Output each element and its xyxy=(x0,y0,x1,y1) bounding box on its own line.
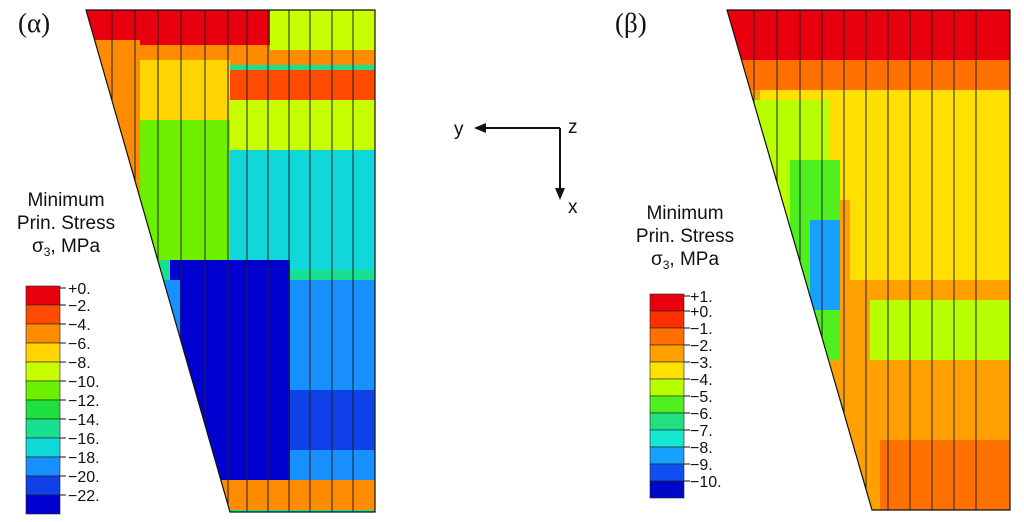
colorbar-alpha-swatch xyxy=(25,437,61,458)
colorbar-beta-tick-label: −7. xyxy=(690,423,713,440)
colorbar-beta-tick-label: −5. xyxy=(690,389,713,406)
colorbar-beta-tick-label: −4. xyxy=(690,372,713,389)
colorbar-beta-tick-label: −9. xyxy=(690,457,713,474)
colorbar-beta-swatch xyxy=(649,378,685,397)
colorbar-alpha-tick-label: −2. xyxy=(68,298,91,315)
colorbar-beta-swatch xyxy=(649,344,685,363)
colorbar-beta: +1.+0.−1.−2.−3.−4.−5.−6.−7.−8.−9.−10. xyxy=(649,289,722,499)
colorbar-beta-tick-label: +1. xyxy=(690,289,713,306)
colorbar-beta-swatch xyxy=(649,429,685,448)
colorbar-alpha-tick-label: −18. xyxy=(68,450,100,467)
colorbar-alpha-swatch xyxy=(25,418,61,439)
colorbar-alpha-tick-label: −12. xyxy=(68,393,100,410)
colorbar-beta-swatch xyxy=(649,463,685,482)
colorbar-alpha-tick-label: −4. xyxy=(68,317,91,334)
colorbar-alpha-swatch xyxy=(25,380,61,401)
colorbar-alpha-swatch xyxy=(25,304,61,325)
colorbar-alpha-tick-label: +0. xyxy=(68,281,91,298)
legend-title-alpha: Minimum Prin. Stress σ3, MPa xyxy=(16,190,116,259)
colorbar-beta-tick-label: −6. xyxy=(690,406,713,423)
colorbar-alpha-swatch xyxy=(25,475,61,496)
colorbar-beta-swatch xyxy=(649,480,685,499)
colorbar-alpha: +0.−2. −4. −6. −8. −10. −12. −14. −16. −18. −20. −… xyxy=(25,281,100,515)
colorbar-beta-tick-label: −1. xyxy=(690,321,713,338)
colorbar-alpha-tick-label: −10. xyxy=(68,374,100,391)
colorbar-alpha-swatch xyxy=(25,399,61,420)
colorbar-alpha-swatch xyxy=(25,494,61,515)
axis-triad xyxy=(474,123,565,200)
colorbar-alpha-tick-label: −20. xyxy=(68,469,100,486)
colorbar-beta-swatch xyxy=(649,327,685,346)
colorbar-beta-swatch xyxy=(649,310,685,329)
panel-label-beta: (β) xyxy=(615,8,647,38)
axis-label-x: x xyxy=(568,197,578,218)
colorbar-beta-tick-label: −3. xyxy=(690,355,713,372)
colorbar-alpha-tick-label: −8. xyxy=(68,355,91,372)
colorbar-alpha-swatch xyxy=(25,285,61,306)
axis-label-z: z xyxy=(568,117,578,138)
colorbar-beta-tick-label: −10. xyxy=(690,474,722,491)
colorbar-beta-swatch xyxy=(649,293,685,312)
colorbar-alpha-tick-label: −22. xyxy=(68,488,100,505)
colorbar-alpha-tick-label: −14. xyxy=(68,412,100,429)
colorbar-alpha-swatch xyxy=(25,361,61,382)
axis-label-y: y xyxy=(454,119,464,140)
legend-title-beta: Minimum Prin. Stress σ3, MPa xyxy=(635,203,735,272)
panel-label-alpha: (α) xyxy=(18,8,51,38)
colorbar-alpha-tick-label: −16. xyxy=(68,431,100,448)
colorbar-alpha-swatch xyxy=(25,342,61,363)
colorbar-beta-swatch xyxy=(649,395,685,414)
contour-plot-beta xyxy=(727,10,1010,510)
colorbar-beta-tick-label: −8. xyxy=(690,440,713,457)
colorbar-beta-swatch xyxy=(649,412,685,431)
colorbar-beta-swatch xyxy=(649,446,685,465)
contour-plot-alpha xyxy=(86,10,375,512)
colorbar-beta-swatch xyxy=(649,361,685,380)
colorbar-beta-tick-label: +0. xyxy=(690,304,713,321)
colorbar-alpha-swatch xyxy=(25,456,61,477)
colorbar-alpha-tick-label: −6. xyxy=(68,336,91,353)
colorbar-beta-tick-label: −2. xyxy=(690,338,713,355)
colorbar-alpha-swatch xyxy=(25,323,61,344)
